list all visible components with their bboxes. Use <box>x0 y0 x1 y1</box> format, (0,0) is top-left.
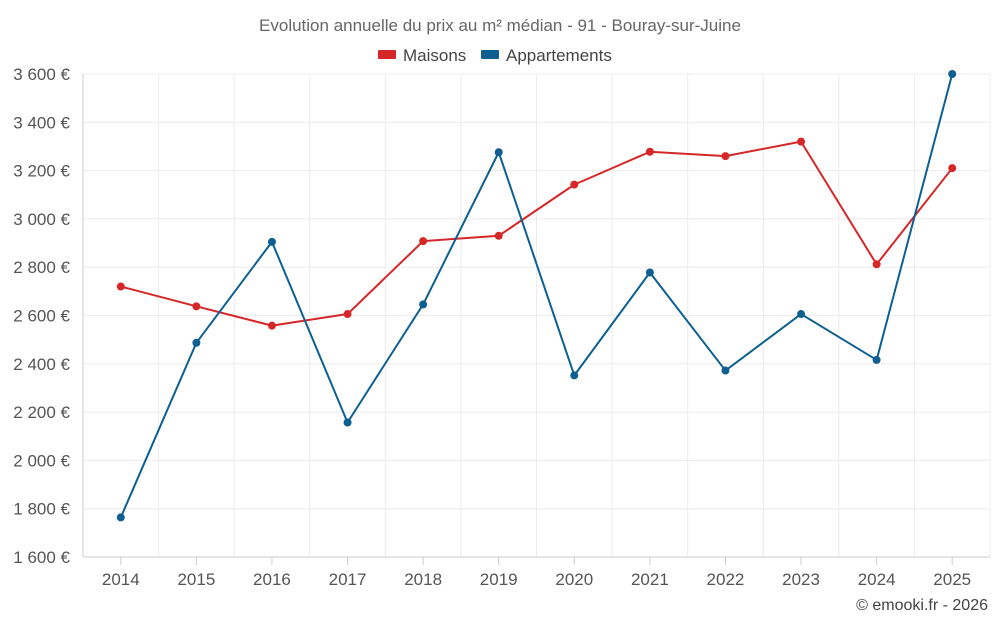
axes: 1 600 € 1 800 € 2 000 € 2 200 € 2 400 € 2 600… <box>13 65 990 589</box>
data-point-appartements-2022[interactable] <box>721 366 730 375</box>
x-tick-label: 2025 <box>933 570 971 589</box>
data-point-maisons-2017[interactable] <box>343 310 352 319</box>
credit-text: © emooki.fr - 2026 <box>856 597 988 614</box>
chart-title: Evolution annuelle du prix au m² médian … <box>259 16 741 35</box>
x-tick-label: 2023 <box>782 570 820 589</box>
series-maisons <box>116 137 957 330</box>
data-point-maisons-2014[interactable] <box>116 282 125 291</box>
legend: Maisons Appartements <box>378 46 612 65</box>
data-point-appartements-2024[interactable] <box>872 355 881 364</box>
data-point-appartements-2017[interactable] <box>343 418 352 427</box>
data-point-maisons-2021[interactable] <box>645 147 654 156</box>
data-point-appartements-2016[interactable] <box>267 237 276 246</box>
x-tick-label: 2018 <box>404 570 442 589</box>
legend-item-maisons[interactable]: Maisons <box>378 46 466 65</box>
legend-label-maisons: Maisons <box>403 46 466 65</box>
series-line-maisons <box>119 140 954 327</box>
y-tick-label: 2 800 € <box>13 258 70 277</box>
x-tick-label: 2015 <box>177 570 215 589</box>
legend-label-appartements: Appartements <box>506 46 612 65</box>
data-point-maisons-2025[interactable] <box>948 164 957 173</box>
y-tick-label: 2 400 € <box>13 355 70 374</box>
x-tick-label: 2022 <box>707 570 745 589</box>
y-tick-label: 3 600 € <box>13 65 70 84</box>
data-point-appartements-2018[interactable] <box>419 300 428 309</box>
y-tick-label: 1 600 € <box>13 548 70 567</box>
x-tick-label: 2024 <box>858 570 896 589</box>
y-tick-label: 2 000 € <box>13 451 70 470</box>
y-tick-label: 3 200 € <box>13 162 70 181</box>
x-tick-label: 2020 <box>555 570 593 589</box>
legend-swatch-maisons <box>378 50 396 59</box>
data-point-appartements-2020[interactable] <box>570 371 579 380</box>
y-tick-label: 2 200 € <box>13 403 70 422</box>
y-tick-label: 3 400 € <box>13 113 70 132</box>
legend-item-appartements[interactable]: Appartements <box>481 46 612 65</box>
y-tick-label: 1 800 € <box>13 500 70 519</box>
data-point-maisons-2018[interactable] <box>419 237 428 246</box>
data-point-maisons-2019[interactable] <box>494 231 503 240</box>
series-appartements <box>116 70 957 522</box>
data-point-maisons-2022[interactable] <box>721 152 730 161</box>
data-point-appartements-2025[interactable] <box>948 70 957 78</box>
data-point-appartements-2023[interactable] <box>797 310 806 319</box>
x-tick-label: 2014 <box>102 570 140 589</box>
data-point-appartements-2014[interactable] <box>116 513 125 522</box>
data-point-appartements-2021[interactable] <box>645 268 654 277</box>
x-tick-label: 2019 <box>480 570 518 589</box>
data-point-maisons-2024[interactable] <box>872 260 881 269</box>
data-point-maisons-2015[interactable] <box>192 302 201 311</box>
x-tick-label: 2017 <box>329 570 367 589</box>
data-point-maisons-2020[interactable] <box>570 180 579 189</box>
series-line-appartements <box>119 73 954 519</box>
y-tick-label: 2 600 € <box>13 307 70 326</box>
data-point-maisons-2016[interactable] <box>267 321 276 330</box>
legend-swatch-appartements <box>481 50 499 59</box>
data-point-appartements-2015[interactable] <box>192 338 201 347</box>
grid <box>82 73 991 558</box>
series <box>116 70 957 522</box>
y-tick-label: 3 000 € <box>13 210 70 229</box>
data-point-maisons-2023[interactable] <box>797 137 806 146</box>
x-tick-label: 2021 <box>631 570 669 589</box>
data-point-appartements-2019[interactable] <box>494 148 503 157</box>
x-tick-label: 2016 <box>253 570 291 589</box>
